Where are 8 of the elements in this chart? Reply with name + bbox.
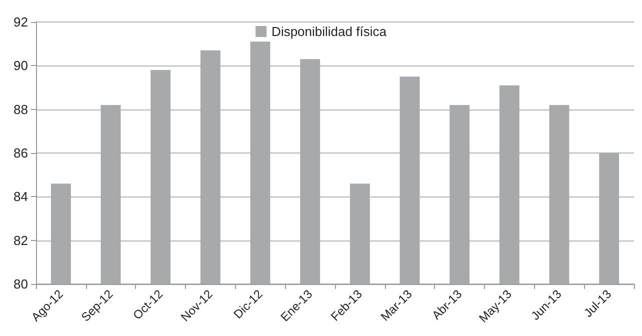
y-tick-label: 82	[14, 232, 28, 248]
legend-label: Disponibilidad física	[272, 24, 388, 39]
y-tick-label: 88	[14, 102, 28, 117]
y-tick-label: 84	[14, 189, 28, 204]
y-tick-label: 86	[14, 146, 28, 160]
y-tick-label: 92	[14, 14, 28, 30]
y-tick-label: 90	[14, 58, 28, 74]
y-tick-label: 80	[14, 276, 28, 292]
